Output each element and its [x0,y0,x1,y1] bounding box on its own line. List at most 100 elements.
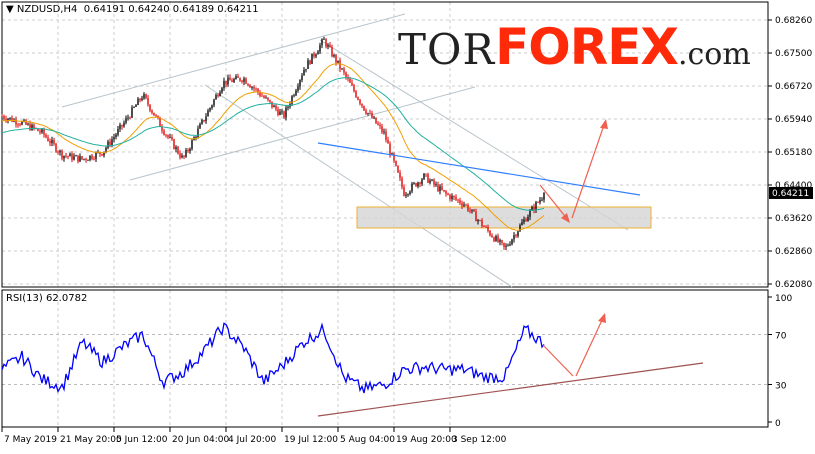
channel-upper-line[interactable] [61,13,406,108]
candle-body [129,117,131,119]
candle-body [89,155,91,161]
candle-body [83,158,85,160]
candle-body [343,68,345,73]
candle-body [237,76,239,78]
candle-body [475,211,477,222]
candle-body [349,78,351,83]
candle-body [165,134,167,136]
candle-body [149,104,151,111]
candle-body [95,152,97,159]
candle-body [151,110,153,113]
candle-body [331,46,333,57]
candle-body [167,135,169,138]
candle-body [453,195,455,198]
candle-body [235,76,237,80]
chart-header: ▼ NZDUSD,H4 0.64191 0.64240 0.64189 0.64… [6,4,259,15]
candle-body [493,237,495,242]
moving-average-fast [1,63,545,231]
candle-body [115,134,117,138]
channel-lower-line[interactable] [129,86,476,181]
candle-body [69,153,71,157]
forecast-arrow-down [539,184,569,221]
candle-body [291,96,293,105]
candle-body [243,78,245,82]
candle-body [153,112,155,116]
candle-body [517,231,519,237]
candle-body [231,80,233,82]
candle-body [223,80,225,88]
candle-body [229,77,231,81]
candle-body [333,54,335,57]
candle-body [437,184,439,192]
candle-body [75,155,77,157]
candle-body [211,105,213,108]
candle-body [3,116,5,119]
candle-body [253,87,255,89]
candle-body [141,98,143,101]
candle-body [277,109,279,115]
candle-body [389,143,391,155]
candle-body [323,39,325,40]
support-zone[interactable] [356,206,652,229]
candle-body [135,105,137,107]
x-tick-label: 5 Jun 12:00 [116,435,168,445]
candle-body [33,124,35,128]
rsi-trendline[interactable] [317,362,704,417]
candle-body [541,199,543,201]
candle-body [159,117,161,127]
candle-body [247,83,249,86]
candle-body [297,86,299,91]
candle-body [395,160,397,166]
y-tick-label: 0.63620 [775,214,812,224]
candle-body [489,230,491,236]
candle-body [305,68,307,70]
candle-body [261,95,263,97]
candle-body [81,156,83,160]
y-tick-label: 0.62080 [775,280,812,290]
candle-body [77,155,79,162]
candle-body [199,123,201,129]
candle-body [309,60,311,64]
rsi-arrow-down [542,344,574,377]
candle-body [499,240,501,242]
descending-channel-upper[interactable] [319,39,629,231]
candle-body [373,117,375,119]
candle-body [251,87,253,88]
candle-body [521,222,523,226]
candle-body [423,173,425,180]
candle-body [527,216,529,222]
candle-body [443,189,445,192]
candle-body [367,113,369,114]
candle-body [465,204,467,206]
candle-body [57,151,59,153]
candle-body [311,53,313,64]
candle-body [1,116,3,117]
candle-body [363,105,365,111]
candle-body [67,156,69,157]
candle-body [49,141,51,144]
candle-body [449,194,451,200]
candle-body [467,204,469,211]
candle-body [403,187,405,196]
candle-body [397,165,399,173]
candle-body [175,147,177,150]
candle-body [121,124,123,127]
candle-body [179,153,181,158]
candle-body [409,191,411,195]
candle-body [399,172,401,179]
resistance-trendline[interactable] [317,142,641,196]
candle-body [131,107,133,118]
rsi-label: RSI(13) 62.0782 [6,293,88,304]
candle-body [337,60,339,63]
candle-body [55,143,57,152]
candle-body [119,124,121,130]
descending-channel-lower[interactable] [204,84,513,288]
candle-body [19,124,21,126]
candles [1,36,545,250]
rsi-line [1,322,545,394]
candle-body [537,202,539,203]
candle-body [509,244,511,246]
candle-body [531,206,533,211]
rsi-tick-label: 30 [775,382,787,392]
